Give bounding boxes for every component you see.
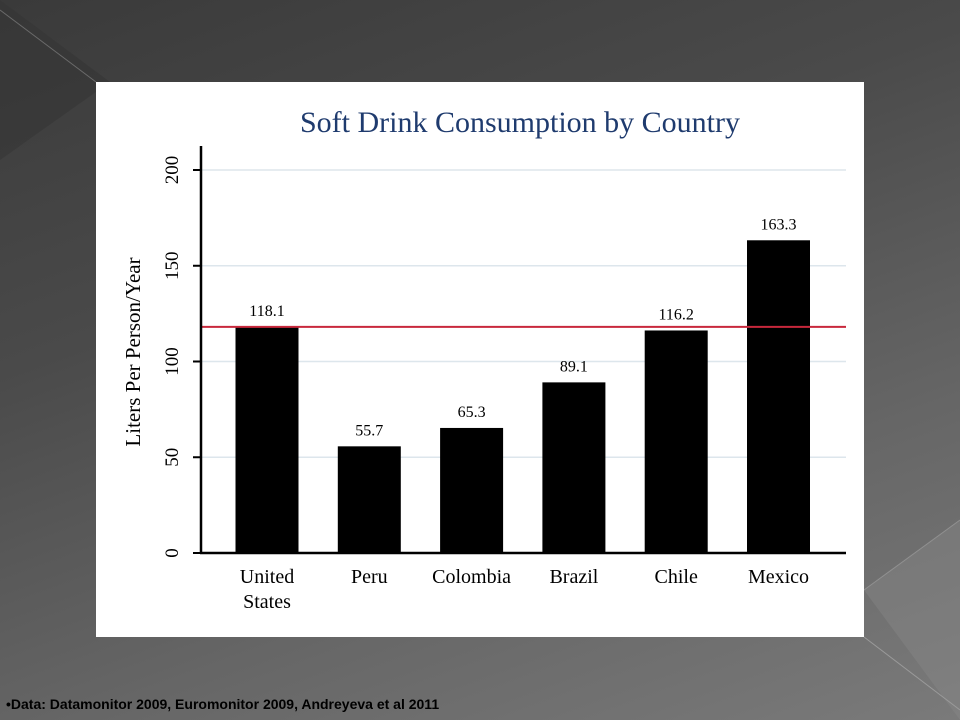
bar-value-label: 89.1 [560,358,588,375]
background-facet-bottom-right [864,520,960,720]
bar [337,446,401,553]
chart-title: Soft Drink Consumption by Country [300,106,740,139]
bar-value-label: 118.1 [249,303,284,320]
y-tick-label: 50 [162,448,183,467]
x-tick-label: Peru [351,566,388,588]
bar [235,326,299,553]
background-line-1 [0,9,97,83]
chart-card: 118.1 55.7 65.3 89.1 116.2 163.3 0 50 100 150 200… [96,82,864,637]
y-axis-label: Liters Per Person/Year [121,257,145,446]
bars-layer: 118.1 55.7 65.3 89.1 116.2 163.3 [235,216,810,553]
bar-value-label: 163.3 [761,216,797,233]
bar-value-label: 116.2 [658,306,693,323]
y-tick-label: 200 [162,156,183,185]
x-tick-label: Colombia [432,566,511,588]
bar [644,330,708,553]
bar-value-label: 65.3 [458,404,486,421]
y-tick-label: 100 [162,347,183,376]
bar-chart: 118.1 55.7 65.3 89.1 116.2 163.3 0 50 100 150 200… [121,106,846,613]
grid-layer [201,169,846,458]
y-tick-label: 0 [162,548,183,558]
bar [747,240,810,553]
x-tick-label: Brazil [549,566,598,588]
bar [440,427,504,553]
axis-layer: 0 50 100 150 200 United States Peru Colombia Braz… [162,146,846,613]
x-tick-label: Mexico [748,566,809,588]
background-line-3 [863,519,960,591]
background-facet-top-left [0,0,110,160]
y-tick-label: 150 [162,252,183,281]
bar [542,382,606,553]
background-line-2 [863,636,960,711]
x-tick-label: Chile [655,566,698,588]
x-tick-label: States [243,591,291,613]
data-source-footnote: •Data: Datamonitor 2009, Euromonitor 200… [6,696,440,712]
bar-value-label: 55.7 [355,422,383,439]
x-tick-label: United [240,566,294,588]
